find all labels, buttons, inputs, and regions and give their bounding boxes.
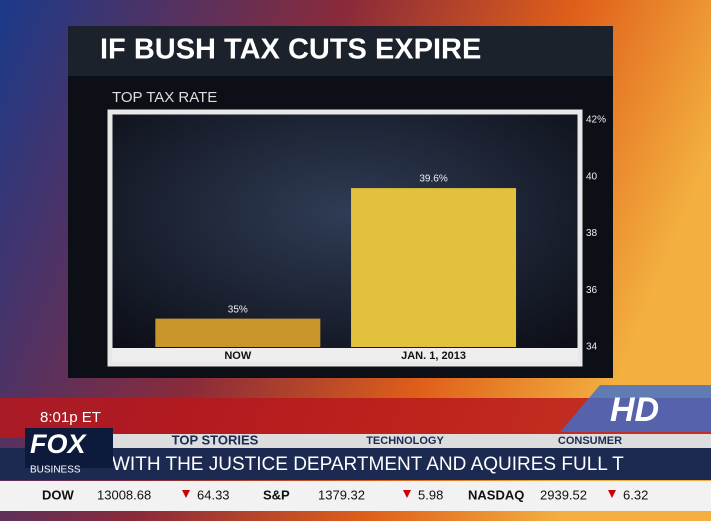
chart-title: IF BUSH TAX CUTS EXPIRE — [100, 34, 481, 66]
tab: TECHNOLOGY — [366, 435, 444, 447]
ticker-name: S&P — [263, 487, 290, 502]
hd-badge: HD — [610, 391, 659, 429]
title-bar — [68, 26, 613, 76]
logo-sub: BUSINESS — [30, 465, 81, 476]
category-strip — [112, 348, 578, 362]
value-label: 39.6% — [419, 174, 447, 185]
tab: TOP STORIES — [172, 432, 259, 447]
ticker-price: 1379.32 — [318, 487, 365, 502]
time: 8:01p ET — [40, 409, 101, 426]
ticker-change: 5.98 — [418, 487, 443, 502]
ticker-change: 6.32 — [623, 487, 648, 502]
ticker-arrow — [608, 490, 616, 498]
y-tick-label: 34 — [586, 342, 598, 353]
y-tick-label: 40 — [586, 171, 598, 182]
tab: CONSUMER — [558, 435, 622, 447]
hd-shape — [560, 385, 711, 432]
ticker-name: DOW — [42, 487, 75, 502]
ticker-arrow — [403, 490, 411, 498]
crawl-bar — [0, 448, 711, 480]
chart-subtitle: TOP TAX RATE — [112, 89, 217, 106]
bar — [155, 318, 321, 347]
y-tick-label: 42% — [586, 115, 606, 126]
tab-strip — [110, 434, 711, 448]
x-tick-label: JAN. 1, 2013 — [401, 350, 466, 362]
logo: FOX — [30, 429, 87, 459]
ticker-arrow — [182, 490, 190, 498]
ticker-price: 13008.68 — [97, 487, 151, 502]
ticker-name: NASDAQ — [468, 487, 524, 502]
value-label: 35% — [228, 304, 248, 315]
crawl-text: WITH THE JUSTICE DEPARTMENT AND AQUIRES … — [112, 454, 624, 475]
ticker-bar — [0, 481, 711, 511]
ticker-change: 64.33 — [197, 487, 230, 502]
chart: 34 36 38 40 42% NOW 35% JAN. 1, 2013 39.6% — [155, 115, 606, 362]
x-tick-label: NOW — [224, 350, 252, 362]
y-tick-label: 38 — [586, 228, 598, 239]
y-tick-label: 36 — [586, 285, 598, 296]
tabs: TOP STORIES TECHNOLOGY CONSUMER — [172, 432, 622, 447]
ticker-price: 2939.52 — [540, 487, 587, 502]
bar — [351, 188, 517, 347]
tickers: DOW 13008.68 64.33 S&P 1379.32 5.98 NASDAQ 2939… — [42, 487, 648, 502]
logo-box — [25, 428, 113, 468]
